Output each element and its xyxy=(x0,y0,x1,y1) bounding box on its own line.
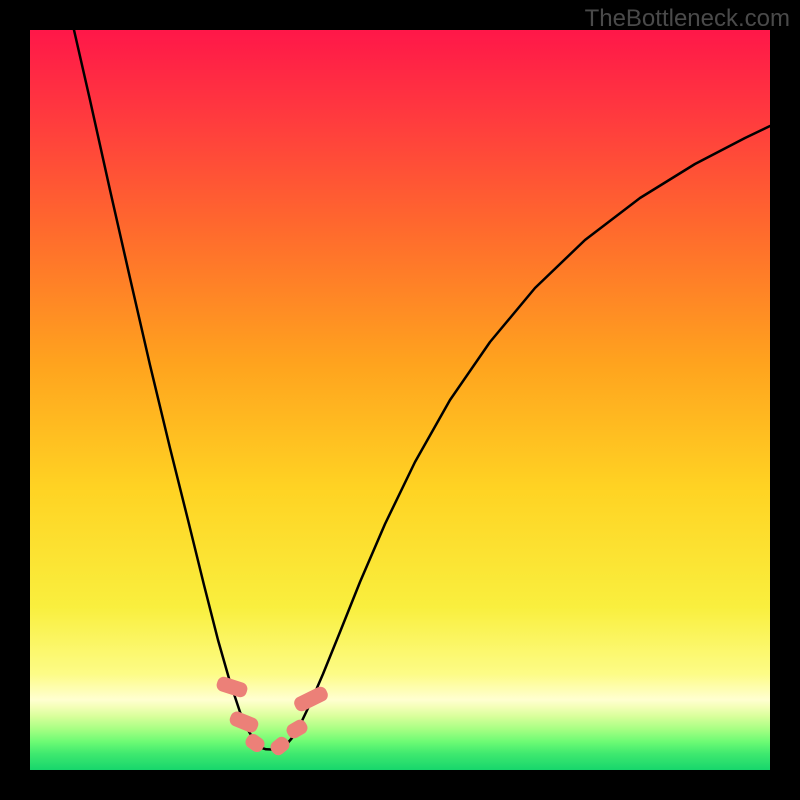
chart-canvas xyxy=(0,0,800,800)
watermark-text: TheBottleneck.com xyxy=(585,5,790,33)
plot-background xyxy=(30,30,770,770)
image-root: TheBottleneck.com xyxy=(0,0,800,800)
